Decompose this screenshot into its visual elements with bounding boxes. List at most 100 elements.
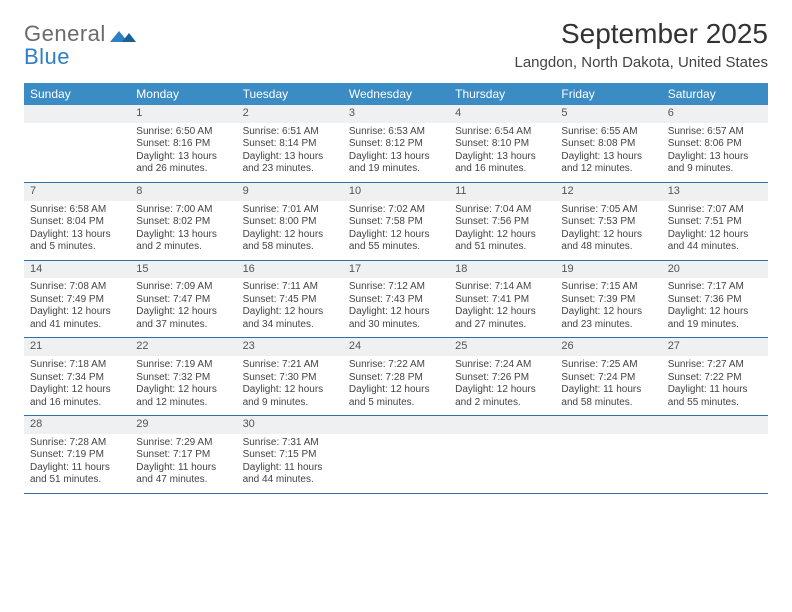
day-line: Sunset: 8:10 PM <box>455 138 549 151</box>
day-line: Daylight: 12 hours <box>561 306 655 319</box>
day-line: Sunset: 8:08 PM <box>561 138 655 151</box>
calendar-cell: 8Sunrise: 7:00 AMSunset: 8:02 PMDaylight… <box>130 182 236 260</box>
day-number: 18 <box>449 261 555 279</box>
day-line: Sunset: 7:34 PM <box>30 372 124 385</box>
calendar-week: 1Sunrise: 6:50 AMSunset: 8:16 PMDaylight… <box>24 105 768 182</box>
day-line: Daylight: 12 hours <box>349 384 443 397</box>
day-number: 21 <box>24 338 130 356</box>
day-line: Sunrise: 7:27 AM <box>668 359 762 372</box>
day-line: and 44 minutes. <box>668 241 762 254</box>
calendar-cell <box>662 416 768 494</box>
day-line: Daylight: 12 hours <box>668 229 762 242</box>
calendar-cell: 27Sunrise: 7:27 AMSunset: 7:22 PMDayligh… <box>662 338 768 416</box>
calendar-cell: 1Sunrise: 6:50 AMSunset: 8:16 PMDaylight… <box>130 105 236 182</box>
day-line: Sunrise: 7:02 AM <box>349 204 443 217</box>
day-number: 12 <box>555 183 661 201</box>
day-line: Sunrise: 6:54 AM <box>455 126 549 139</box>
day-body: Sunrise: 6:58 AMSunset: 8:04 PMDaylight:… <box>24 201 130 260</box>
day-header: Saturday <box>662 83 768 105</box>
brand-mark-icon <box>110 26 136 51</box>
day-header: Sunday <box>24 83 130 105</box>
day-line: Daylight: 13 hours <box>455 151 549 164</box>
day-line: Sunrise: 7:25 AM <box>561 359 655 372</box>
day-line: Sunset: 8:00 PM <box>243 216 337 229</box>
day-line: Sunset: 7:56 PM <box>455 216 549 229</box>
calendar-cell: 5Sunrise: 6:55 AMSunset: 8:08 PMDaylight… <box>555 105 661 182</box>
day-line: Daylight: 11 hours <box>668 384 762 397</box>
calendar-cell: 15Sunrise: 7:09 AMSunset: 7:47 PMDayligh… <box>130 260 236 338</box>
day-line: Daylight: 12 hours <box>136 384 230 397</box>
day-line: Daylight: 12 hours <box>136 306 230 319</box>
day-line: and 2 minutes. <box>136 241 230 254</box>
day-line: and 58 minutes. <box>561 397 655 410</box>
calendar-table: SundayMondayTuesdayWednesdayThursdayFrid… <box>24 83 768 494</box>
calendar-cell: 16 Sunrise: 7:11 AMSunset: 7:45 PMDayligh… <box>237 260 343 338</box>
day-body <box>555 434 661 493</box>
day-line: and 41 minutes. <box>30 319 124 332</box>
day-line: Daylight: 12 hours <box>243 306 337 319</box>
day-line: Daylight: 13 hours <box>30 229 124 242</box>
day-body: Sunrise: 7:04 AMSunset: 7:56 PMDaylight:… <box>449 201 555 260</box>
day-line: and 34 minutes. <box>243 319 337 332</box>
calendar-week: 21Sunrise: 7:18 AMSunset: 7:34 PMDayligh… <box>24 338 768 416</box>
day-line: and 27 minutes. <box>455 319 549 332</box>
day-line: Sunset: 7:51 PM <box>668 216 762 229</box>
day-line: Daylight: 12 hours <box>243 384 337 397</box>
day-line: and 23 minutes. <box>243 163 337 176</box>
day-line: Daylight: 13 hours <box>561 151 655 164</box>
calendar-cell: 28Sunrise: 7:28 AMSunset: 7:19 PMDayligh… <box>24 416 130 494</box>
calendar-cell: 17Sunrise: 7:12 AMSunset: 7:43 PMDayligh… <box>343 260 449 338</box>
day-number: 22 <box>130 338 236 356</box>
day-line: Daylight: 11 hours <box>561 384 655 397</box>
day-body: Sunrise: 7:22 AMSunset: 7:28 PMDaylight:… <box>343 356 449 415</box>
day-number: 14 <box>24 261 130 279</box>
day-line: and 9 minutes. <box>243 397 337 410</box>
day-line: and 12 minutes. <box>561 163 655 176</box>
day-number: 23 <box>237 338 343 356</box>
calendar-week: 7Sunrise: 6:58 AMSunset: 8:04 PMDaylight… <box>24 182 768 260</box>
day-number: 29 <box>130 416 236 434</box>
day-body: Sunrise: 7:21 AMSunset: 7:30 PMDaylight:… <box>237 356 343 415</box>
calendar-cell: 22Sunrise: 7:19 AMSunset: 7:32 PMDayligh… <box>130 338 236 416</box>
calendar-page: General Blue September 2025 Langdon, Nor… <box>0 0 792 512</box>
day-line: Sunset: 7:45 PM <box>243 294 337 307</box>
day-line: and 16 minutes. <box>30 397 124 410</box>
day-number: 3 <box>343 105 449 123</box>
calendar-cell: 10Sunrise: 7:02 AMSunset: 7:58 PMDayligh… <box>343 182 449 260</box>
day-line: and 16 minutes. <box>455 163 549 176</box>
calendar-cell <box>24 105 130 182</box>
day-line: Sunrise: 7:22 AM <box>349 359 443 372</box>
day-line: Sunrise: 6:55 AM <box>561 126 655 139</box>
calendar-cell <box>555 416 661 494</box>
day-line: Sunset: 7:15 PM <box>243 449 337 462</box>
day-line: Sunset: 7:43 PM <box>349 294 443 307</box>
calendar-week: 28Sunrise: 7:28 AMSunset: 7:19 PMDayligh… <box>24 416 768 494</box>
brand-text: General Blue <box>24 22 106 68</box>
day-line: and 30 minutes. <box>349 319 443 332</box>
day-number: 16 <box>237 261 343 279</box>
day-body: Sunrise: 7:28 AMSunset: 7:19 PMDaylight:… <box>24 434 130 493</box>
day-number <box>24 105 130 123</box>
month-title: September 2025 <box>515 18 769 50</box>
location-subtitle: Langdon, North Dakota, United States <box>515 54 769 71</box>
day-body: Sunrise: 7:14 AMSunset: 7:41 PMDaylight:… <box>449 278 555 337</box>
calendar-body: 1Sunrise: 6:50 AMSunset: 8:16 PMDaylight… <box>24 105 768 493</box>
calendar-cell: 11Sunrise: 7:04 AMSunset: 7:56 PMDayligh… <box>449 182 555 260</box>
day-body: Sunrise: 7:09 AMSunset: 7:47 PMDaylight:… <box>130 278 236 337</box>
day-line: Sunrise: 7:05 AM <box>561 204 655 217</box>
title-block: September 2025 Langdon, North Dakota, Un… <box>515 18 769 71</box>
day-line: Daylight: 12 hours <box>455 229 549 242</box>
calendar-cell: 20Sunrise: 7:17 AMSunset: 7:36 PMDayligh… <box>662 260 768 338</box>
day-number <box>662 416 768 434</box>
day-line: Sunset: 7:32 PM <box>136 372 230 385</box>
day-body: Sunrise: 6:53 AMSunset: 8:12 PMDaylight:… <box>343 123 449 182</box>
calendar-cell: 12Sunrise: 7:05 AMSunset: 7:53 PMDayligh… <box>555 182 661 260</box>
day-line: Sunset: 7:39 PM <box>561 294 655 307</box>
day-number: 13 <box>662 183 768 201</box>
day-line: Sunset: 7:24 PM <box>561 372 655 385</box>
day-body <box>662 434 768 493</box>
day-line: Sunrise: 7:11 AM <box>243 281 337 294</box>
calendar-cell: 2Sunrise: 6:51 AMSunset: 8:14 PMDaylight… <box>237 105 343 182</box>
calendar-cell: 24Sunrise: 7:22 AMSunset: 7:28 PMDayligh… <box>343 338 449 416</box>
day-line: Daylight: 13 hours <box>136 151 230 164</box>
